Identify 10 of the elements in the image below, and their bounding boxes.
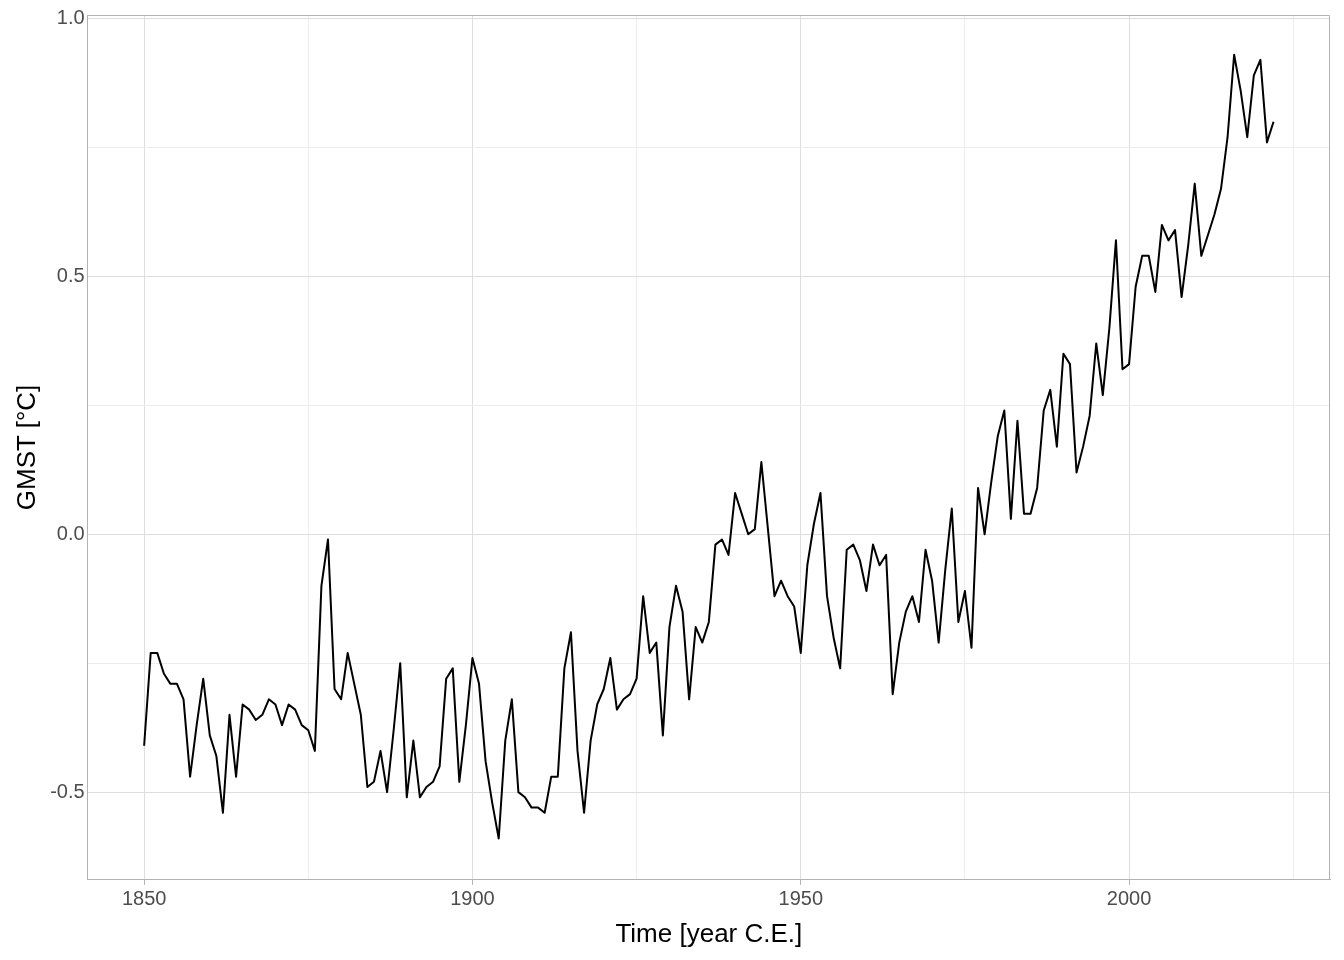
x-tick-label: 1950 xyxy=(778,887,824,910)
x-tick-label: 1900 xyxy=(450,887,495,910)
y-tick-label: 1.0 xyxy=(56,6,85,29)
x-tick-label: 1850 xyxy=(121,887,167,910)
y-axis-title: GMST [°C] xyxy=(10,384,41,511)
y-tick-label: 0.5 xyxy=(56,263,85,286)
x-axis-title: Time [year C.E.] xyxy=(615,917,803,948)
y-tick-label: -0.5 xyxy=(50,779,85,802)
y-tick-label: 0.0 xyxy=(56,521,85,544)
x-tick-label: 2000 xyxy=(1106,887,1152,910)
